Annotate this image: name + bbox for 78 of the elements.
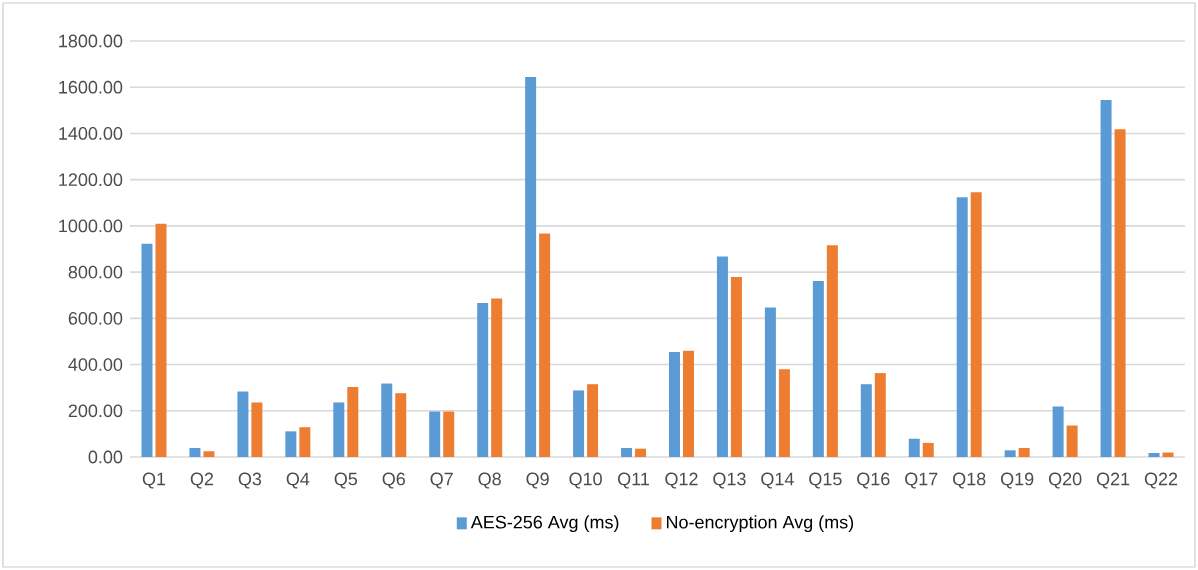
y-tick-label: 1800.00 — [59, 34, 123, 48]
bar — [970, 192, 982, 457]
x-tick-label: Q8 — [478, 472, 501, 489]
y-tick-label: 800.00 — [68, 265, 123, 279]
x-tick-label: Q16 — [857, 472, 890, 489]
bar — [381, 383, 393, 457]
bar — [573, 390, 585, 457]
x-tick-label: Q6 — [382, 472, 405, 489]
y-tick-label: 200.00 — [68, 404, 123, 418]
bar — [1066, 425, 1078, 457]
bar — [956, 197, 968, 457]
x-tick-label: Q22 — [1144, 472, 1178, 489]
bar — [1004, 450, 1016, 457]
x-tick-label: Q3 — [238, 472, 262, 489]
bar — [395, 393, 407, 457]
bar — [682, 350, 694, 457]
bar — [155, 223, 167, 457]
x-tick-label: Q7 — [430, 472, 453, 489]
bar — [299, 427, 311, 457]
y-tick-label: 0.00 — [88, 450, 123, 464]
bar — [716, 256, 728, 457]
y-tick-label: 1200.00 — [59, 173, 123, 187]
y-tick-label: 600.00 — [68, 311, 123, 325]
x-tick-label: Q18 — [953, 472, 986, 489]
bar — [491, 298, 503, 457]
y-tick-label: 1600.00 — [59, 80, 123, 94]
x-tick-label: Q19 — [1001, 472, 1034, 489]
bar — [1114, 129, 1126, 457]
x-tick-label: Q15 — [809, 472, 842, 489]
x-tick-label: Q9 — [526, 472, 549, 489]
x-tick-label: Q17 — [905, 472, 938, 489]
x-tick-label: Q2 — [190, 472, 214, 489]
bar — [621, 447, 633, 457]
x-tick-label: Q21 — [1096, 472, 1130, 489]
x-tick-label: Q1 — [142, 472, 166, 489]
bar — [764, 307, 776, 457]
bar — [251, 402, 263, 457]
bar — [333, 402, 345, 457]
legend-label: AES-256 Avg (ms) — [470, 515, 619, 533]
bar — [778, 369, 790, 457]
x-tick-label: Q12 — [665, 472, 698, 489]
bar — [141, 243, 153, 457]
bar — [1148, 453, 1160, 457]
bar — [237, 391, 249, 457]
bar — [189, 447, 201, 457]
bar — [668, 352, 680, 457]
bar — [874, 373, 886, 457]
x-tick-label: Q4 — [286, 472, 310, 489]
bar — [922, 442, 934, 457]
bar — [1018, 447, 1030, 457]
bar — [587, 384, 599, 457]
bar — [285, 431, 297, 457]
bar — [429, 411, 441, 457]
y-tick-label: 1400.00 — [59, 127, 123, 140]
bar — [203, 451, 215, 457]
bar — [539, 233, 551, 457]
bar — [860, 384, 872, 457]
bar — [525, 77, 537, 457]
bar — [477, 303, 489, 457]
legend-label: No-encryption Avg (ms) — [666, 515, 854, 533]
bar — [443, 411, 455, 457]
bar — [347, 386, 359, 457]
bar — [826, 245, 838, 457]
x-tick-label: Q5 — [334, 472, 358, 489]
bar — [1162, 452, 1174, 457]
bar — [908, 438, 920, 457]
y-tick-label: 400.00 — [68, 358, 123, 371]
bar — [730, 276, 742, 457]
x-tick-label: Q11 — [618, 472, 649, 489]
bar — [1100, 99, 1112, 457]
bar — [1052, 406, 1064, 457]
x-tick-label: Q14 — [761, 472, 794, 489]
x-tick-label: Q20 — [1048, 472, 1082, 489]
x-tick-label: Q10 — [569, 472, 602, 489]
bar — [635, 448, 647, 457]
x-tick-label: Q13 — [713, 472, 746, 489]
bar — [812, 280, 824, 457]
y-tick-label: 1000.00 — [59, 219, 123, 233]
